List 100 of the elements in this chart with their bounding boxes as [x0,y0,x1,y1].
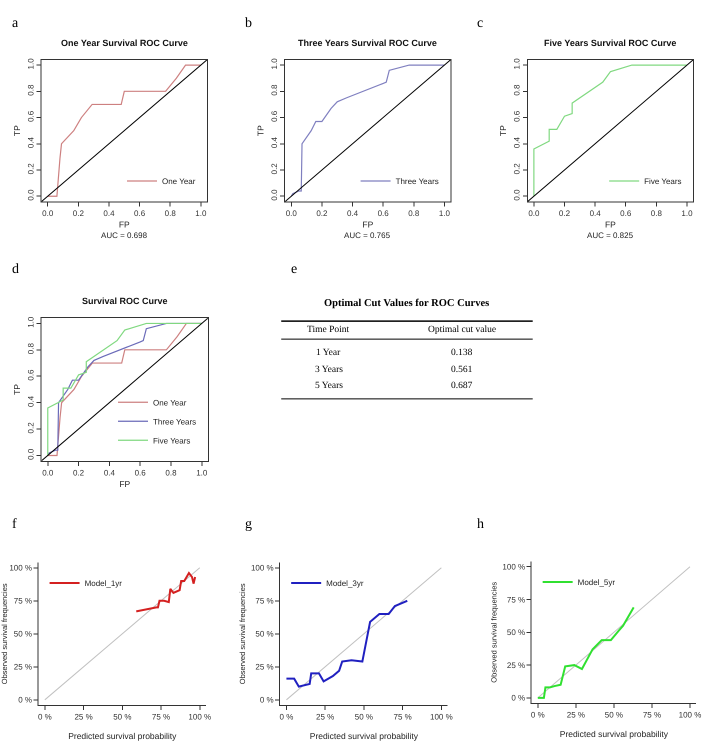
text: AUC = 0.698 [101,231,148,240]
x-axis-title: Predicted survival probability [68,731,178,741]
y-tick-label: 25 % [14,662,32,672]
x-axis-title: Predicted survival probability [310,731,419,741]
legend-label: One Year [153,398,187,408]
legend-label: Model_1yr [84,579,122,588]
y-axis-title: TP [12,124,22,136]
legend-label: Model_3yr [326,579,364,588]
x-tick-label: 0.4 [346,209,359,218]
y-tick-label: 0.2 [26,162,36,174]
x-tick-label: 0.0 [42,468,54,478]
y-axis-title: TP [256,124,266,136]
x-tick-label: 0.8 [408,209,420,218]
text: h [477,517,484,532]
y-tick-label: 0.0 [512,188,522,201]
y-tick-label: 0.4 [26,395,36,408]
x-tick-label: 0 % [280,712,294,722]
legend-label: Five Years [153,436,190,446]
x-tick-label: 1.0 [196,468,208,478]
y-tick-label: 50 % [506,628,526,638]
y-tick-label: 0.2 [270,162,279,174]
y-tick-label: 100 % [250,564,274,573]
text: 0.687 [451,381,473,391]
chart-title: Survival ROC Curve [82,296,168,306]
text: c [477,16,484,31]
x-axis-title: FP [604,220,616,230]
y-tick-label: 50 % [255,630,274,639]
x-tick-label: 0 % [38,712,52,722]
text: 0.138 [451,348,473,358]
legend-label: One Year [162,177,196,186]
line-series [285,600,408,688]
y-tick-label: 0.6 [26,368,36,381]
x-tick-label: 0.0 [528,209,540,218]
y-tick-label: 1.0 [512,58,522,70]
x-tick-label: 0.0 [286,209,298,218]
y-tick-label: 100 % [502,562,526,572]
x-tick-label: 25 % [74,712,93,722]
text: a [12,16,19,31]
y-tick-label: 0.2 [512,162,522,174]
x-axis-title: FP [118,220,130,230]
x-tick-label: 0.4 [103,209,116,218]
chart-title: Three Years Survival ROC Curve [298,38,437,48]
y-tick-label: 0 % [511,694,526,703]
legend-label: Five Years [644,177,682,186]
x-tick-label: 50 % [113,712,132,722]
text: 3 Years [315,365,344,375]
y-tick-label: 0.4 [26,136,36,148]
y-tick-label: 25 % [506,660,526,670]
y-tick-label: 0.0 [26,188,36,201]
x-tick-label: 75 % [642,710,662,720]
y-tick-label: 75 % [255,596,274,606]
text: AUC = 0.825 [587,231,634,240]
x-tick-label: 0.2 [73,468,85,478]
x-tick-label: 0.4 [590,209,602,218]
y-tick-label: 0 % [18,696,32,705]
text: 0.561 [451,365,473,375]
text: AUC = 0.765 [344,231,391,240]
x-tick-label: 0.2 [72,209,84,218]
text: Optimal Cut Values for ROC Curves [324,298,490,309]
line-series [536,606,635,699]
x-axis-title: FP [119,478,131,489]
text: b [245,16,252,31]
x-tick-label: 75 % [152,712,170,722]
y-tick-label: 0.8 [512,84,522,96]
x-tick-label: 0.8 [164,209,176,218]
text: e [291,262,298,277]
x-tick-label: 25 % [316,712,334,722]
y-tick-label: 75 % [14,596,32,606]
y-tick-label: 0.0 [270,188,279,201]
text: Time Point [307,325,350,335]
x-tick-label: 0.0 [42,209,54,218]
y-tick-label: 0.6 [26,110,36,122]
x-axis-title: FP [362,220,374,230]
y-tick-label: 0.8 [26,84,36,96]
x-tick-label: 0.6 [378,209,390,218]
y-tick-label: 1.0 [270,58,279,70]
chart-title: One Year Survival ROC Curve [61,38,188,48]
x-tick-label: 0.6 [134,468,146,478]
y-tick-label: 0.8 [270,84,279,96]
y-tick-label: 0.0 [26,448,36,460]
chart-title: Five Years Survival ROC Curve [544,38,676,48]
x-tick-label: 100 % [678,710,702,720]
y-tick-label: 0.8 [26,342,36,354]
x-tick-label: 50 % [604,710,624,720]
x-tick-label: 100 % [188,712,212,722]
y-tick-label: 25 % [255,662,274,672]
y-tick-label: 0.2 [26,422,36,434]
text: 5 Years [315,381,344,391]
x-tick-label: 75 % [394,712,412,722]
x-tick-label: 0.2 [316,209,328,218]
legend-label: Three Years [396,177,439,186]
y-axis-title: TP [498,124,508,136]
x-tick-label: 1.0 [438,209,451,218]
y-tick-label: 100 % [9,564,32,573]
y-tick-label: 1.0 [26,58,36,70]
y-tick-label: 0.4 [270,136,279,148]
x-tick-label: 25 % [566,710,585,720]
legend-label: Three Years [153,417,196,426]
y-tick-label: 1.0 [26,316,36,328]
x-tick-label: 1.0 [195,209,207,218]
